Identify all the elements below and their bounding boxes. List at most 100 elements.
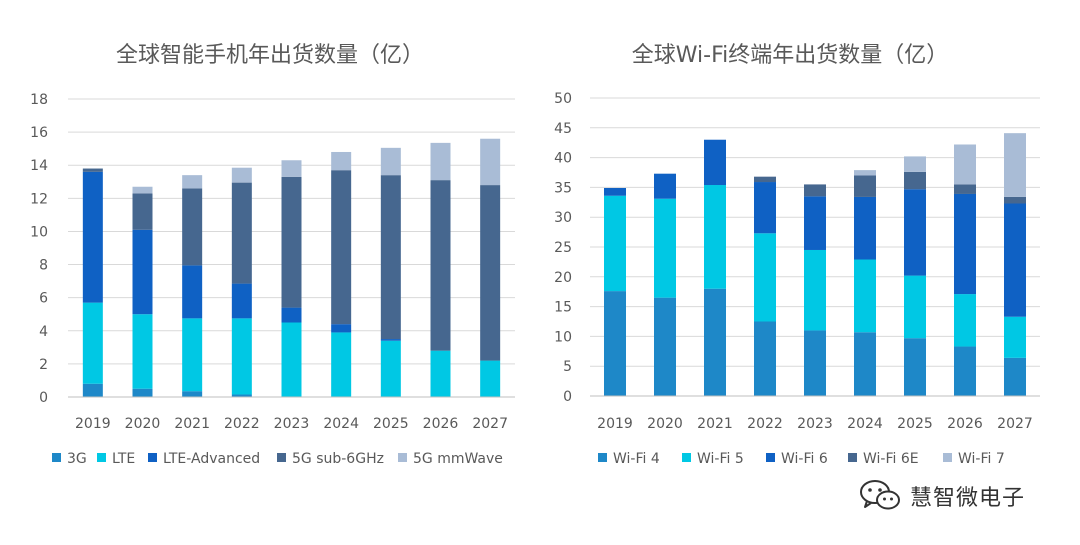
bar-segment: [1004, 133, 1026, 197]
bar-segment: [331, 332, 351, 397]
legend-label: Wi-Fi 5: [697, 451, 744, 467]
y-tick-label: 14: [30, 158, 48, 174]
bar-segment: [954, 194, 976, 294]
bar-segment: [133, 230, 153, 314]
x-tick-label: 2024: [847, 416, 883, 432]
legend-swatch: [848, 453, 857, 462]
bar-segment: [431, 351, 451, 397]
bar-segment: [232, 183, 252, 284]
x-tick-label: 2021: [697, 416, 733, 432]
bar-segment: [381, 175, 401, 339]
bar-segment: [182, 188, 202, 265]
bar-segment: [381, 339, 401, 341]
chart-title: 全球Wi-Fi终端年出货数量（亿）: [632, 43, 949, 68]
x-tick-label: 2020: [647, 416, 683, 432]
bar-segment: [704, 140, 726, 185]
chart-title: 全球智能手机年出货数量（亿）: [116, 43, 424, 68]
x-tick-label: 2022: [224, 416, 260, 432]
x-tick-label: 2020: [125, 416, 161, 432]
bar-segment: [704, 185, 726, 289]
bar-segment: [854, 197, 876, 260]
wechat-icon: [858, 478, 902, 514]
legend-swatch: [277, 453, 286, 462]
legend-swatch: [398, 453, 407, 462]
bar-segment: [854, 260, 876, 333]
y-tick-label: 4: [39, 324, 48, 340]
bar-segment: [854, 332, 876, 396]
bar-segment: [604, 188, 626, 196]
bar-segment: [954, 347, 976, 396]
bar-segment: [954, 184, 976, 194]
bar-segment: [654, 199, 676, 298]
x-tick-label: 2021: [174, 416, 210, 432]
y-tick-label: 10: [30, 224, 48, 240]
y-tick-label: 5: [563, 359, 572, 375]
legend-label: LTE-Advanced: [163, 451, 260, 467]
bar-segment: [282, 160, 302, 177]
x-tick-label: 2027: [997, 416, 1033, 432]
bar-segment: [331, 170, 351, 324]
x-tick-label: 2026: [423, 416, 459, 432]
bar-segment: [1004, 197, 1026, 204]
bar-segment: [381, 148, 401, 175]
bar-segment: [331, 324, 351, 332]
bar-segment: [1004, 358, 1026, 396]
y-tick-label: 16: [30, 125, 48, 141]
bar-segment: [431, 180, 451, 351]
legend-swatch: [52, 453, 61, 462]
x-tick-label: 2027: [472, 416, 508, 432]
y-tick-label: 40: [554, 151, 572, 167]
bar-segment: [954, 144, 976, 184]
bar-segment: [754, 233, 776, 321]
legend-label: LTE: [112, 451, 135, 467]
x-tick-label: 2025: [373, 416, 409, 432]
bar-segment: [904, 172, 926, 189]
bar-segment: [282, 177, 302, 308]
x-tick-label: 2019: [75, 416, 111, 432]
bar-segment: [480, 139, 500, 185]
bar-segment: [182, 391, 202, 397]
charts-canvas: 全球智能手机年出货数量（亿）0246810121416182019 2020 202…: [0, 0, 1080, 545]
bar-segment: [804, 330, 826, 396]
bar-segment: [654, 298, 676, 396]
legend-swatch: [598, 453, 607, 462]
legend-swatch: [682, 453, 691, 462]
legend-label: Wi-Fi 6: [781, 451, 828, 467]
y-tick-label: 15: [554, 300, 572, 316]
y-tick-label: 6: [39, 291, 48, 307]
y-tick-label: 50: [554, 91, 572, 107]
watermark-text: 慧智微电子: [910, 480, 1025, 512]
bar-segment: [182, 265, 202, 318]
y-tick-label: 2: [39, 357, 48, 373]
y-tick-label: 10: [554, 329, 572, 345]
x-tick-label: 2019: [597, 416, 633, 432]
bar-segment: [480, 361, 500, 397]
legend-label: 5G sub-6GHz: [292, 451, 384, 467]
bar-segment: [133, 193, 153, 229]
bar-segment: [282, 323, 302, 398]
legend-label: Wi-Fi 6E: [863, 451, 919, 467]
bar-segment: [904, 189, 926, 275]
legend-label: Wi-Fi 7: [958, 451, 1005, 467]
bar-segment: [1004, 317, 1026, 358]
bar-segment: [704, 289, 726, 396]
bar-segment: [133, 389, 153, 397]
bar-segment: [83, 384, 103, 397]
x-tick-label: 2026: [947, 416, 983, 432]
bar-segment: [754, 177, 776, 182]
bar-segment: [904, 276, 926, 339]
bar-segment: [282, 308, 302, 323]
bar-segment: [232, 284, 252, 319]
legend-swatch: [943, 453, 952, 462]
bar-segment: [83, 303, 103, 384]
legend-label: 5G mmWave: [413, 451, 503, 467]
legend-swatch: [766, 453, 775, 462]
x-tick-label: 2023: [274, 416, 310, 432]
smartphone-shipments-chart: 全球智能手机年出货数量（亿） 0 2 4 6 8 10 12 14 16 18 2019 2020 202…: [30, 43, 515, 467]
legend-label: Wi-Fi 4: [613, 451, 660, 467]
y-tick-label: 20: [554, 270, 572, 286]
y-tick-label: 25: [554, 240, 572, 256]
bar-segment: [804, 184, 826, 196]
bar-segment: [804, 196, 826, 250]
y-tick-label: 0: [39, 390, 48, 406]
